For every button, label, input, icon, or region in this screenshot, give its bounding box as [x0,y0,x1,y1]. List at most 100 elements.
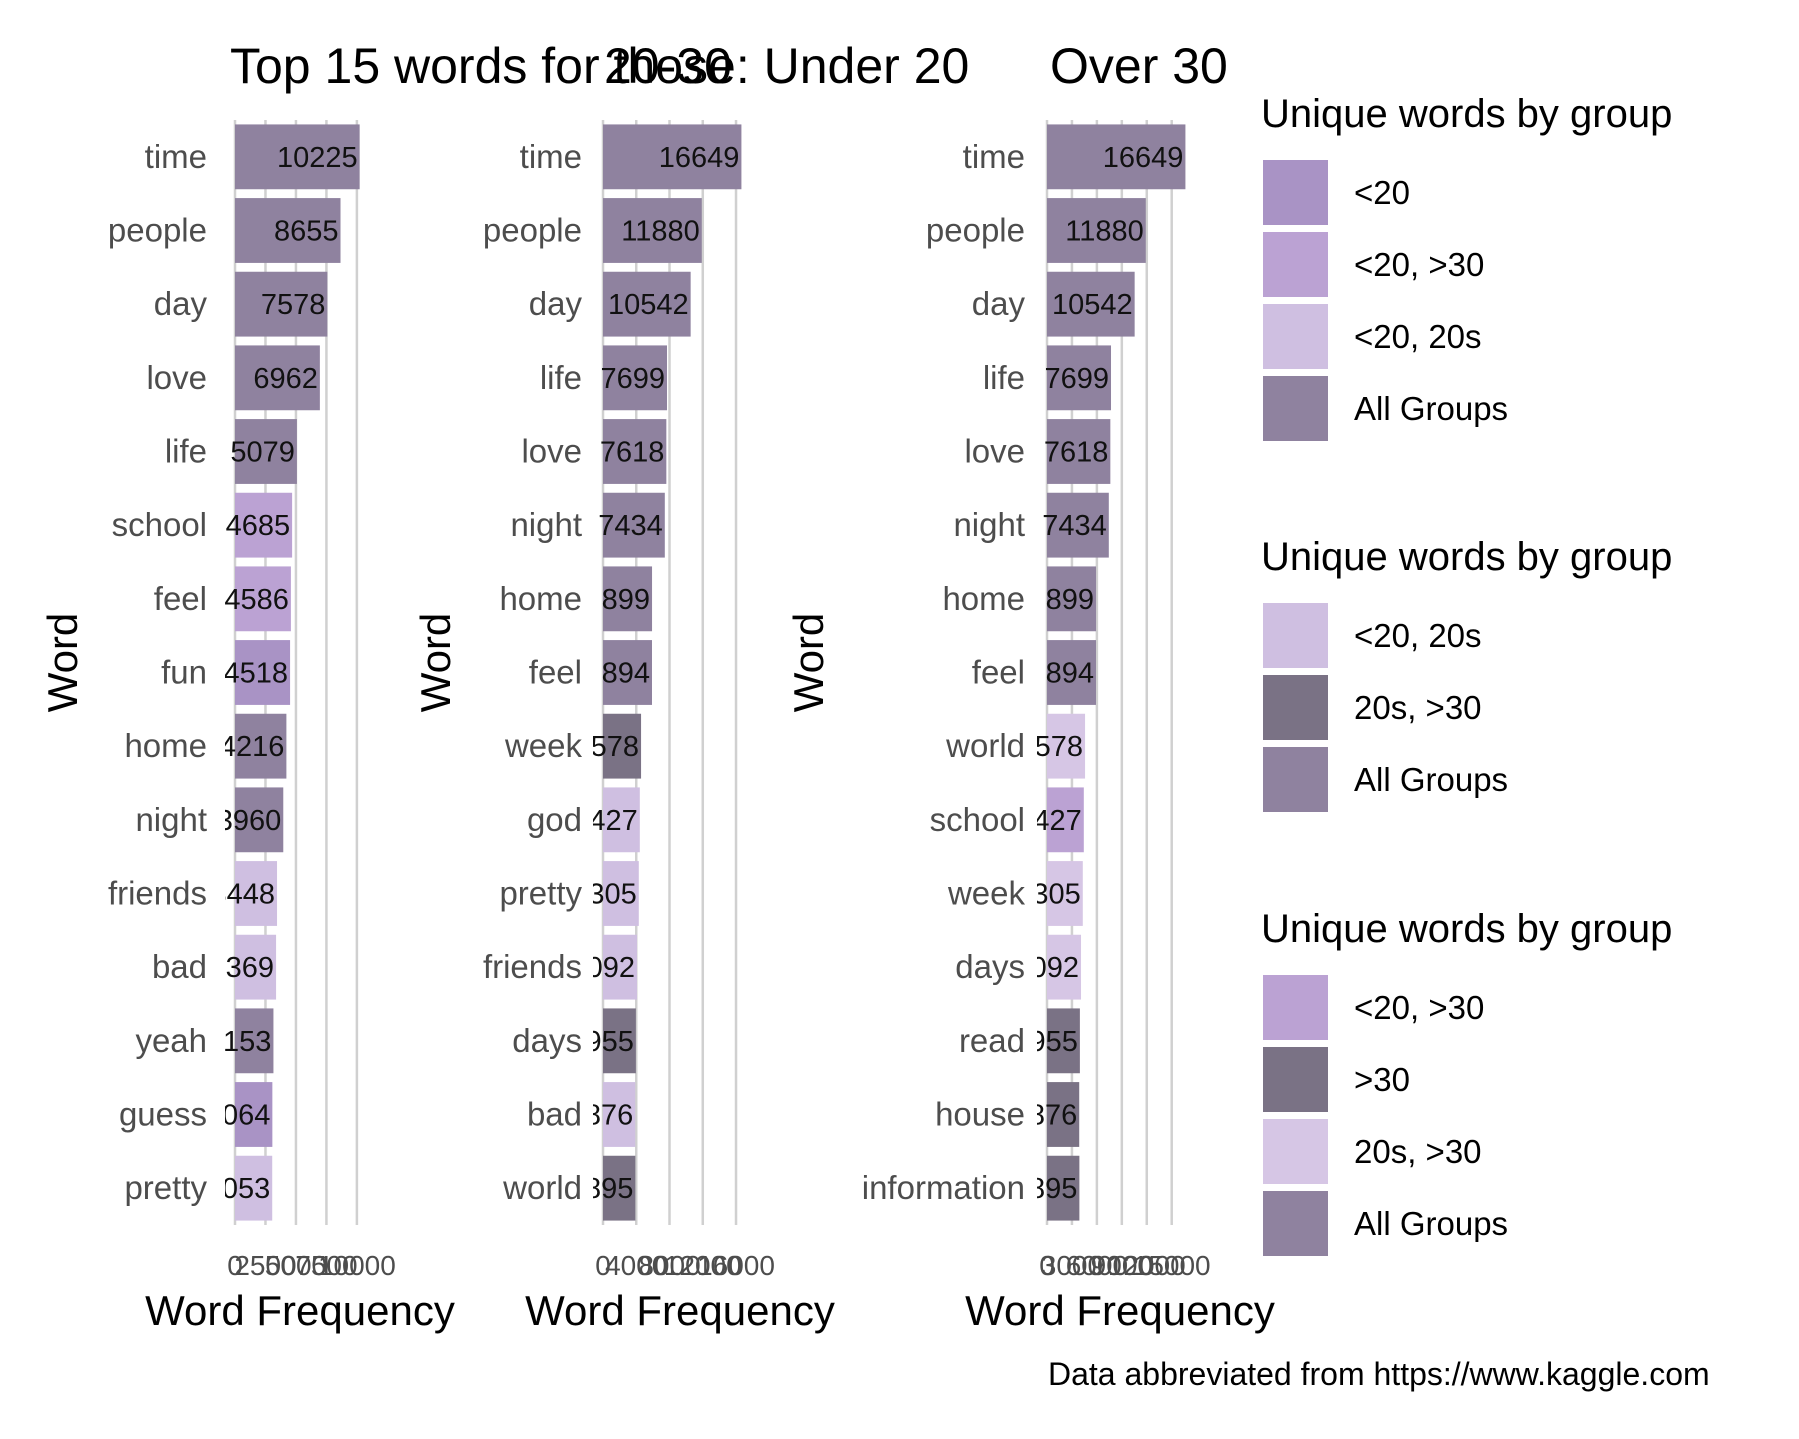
category-label: night [953,506,1025,543]
data-label: 16649 [1103,142,1184,174]
bar [235,1155,273,1221]
bar [235,124,360,190]
x-tick-label: 16000 [697,1250,775,1281]
data-label: 3053 [206,1173,271,1205]
category-label: life [983,359,1025,396]
bar [235,198,341,263]
data-label: 4216 [220,731,285,763]
bar [1047,787,1084,853]
bar [1047,934,1082,1000]
data-label: 427 [1033,805,1081,837]
category-label: time [520,138,582,175]
bar [603,271,691,337]
legend-label: <20, >30 [1354,989,1484,1026]
category-label: home [499,580,582,617]
legend-title: Unique words by group [1261,907,1672,951]
bar [603,861,639,926]
category-label: night [510,506,582,543]
x-axis-title: Word Frequency [965,1287,1275,1334]
bar [1047,1008,1080,1074]
bar [1047,419,1111,484]
data-label: 11880 [1065,216,1144,248]
category-label: friends [483,948,582,985]
bar [1047,1082,1080,1147]
bar [603,419,667,484]
y-axis-title: Word [39,613,86,713]
category-label: days [512,1022,582,1059]
x-tick-label: 9000 [1091,1250,1153,1281]
bar [235,492,293,558]
x-tick-label: 3000 [1041,1250,1103,1281]
data-label: 899 [1046,584,1094,616]
legend-swatch [1263,603,1328,668]
category-label: home [124,727,207,764]
bar [603,198,702,263]
category-label: world [945,727,1025,764]
bar [235,934,277,1000]
bar [603,492,665,558]
category-label: friends [108,875,207,912]
category-label: bad [152,948,207,985]
bar [1047,492,1109,558]
category-label: night [135,801,207,838]
bar [235,861,278,926]
category-label: love [964,433,1025,470]
data-label: 427 [589,805,637,837]
x-tick-label: 8000 [638,1250,700,1281]
data-label: 578 [591,731,639,763]
data-label: 3153 [207,1026,272,1058]
data-label: 895 [1029,1173,1077,1205]
data-label: 305 [588,879,636,911]
x-tick-label: 5000 [265,1250,327,1281]
x-tick-label: 7500 [295,1250,357,1281]
data-label: 578 [1035,731,1083,763]
legend-swatch [1263,160,1328,225]
category-label: pretty [124,1169,207,1206]
data-label: 10542 [1052,289,1133,321]
category-label: world [502,1169,582,1206]
category-label: information [862,1169,1025,1206]
chart-panel-1: 0250050007500100001022586557578696250794… [39,38,969,1334]
category-label: life [540,359,582,396]
legend-1: Unique words by group <20 <20, >30 <20, 20s… [1261,92,1672,441]
legend-swatch [1263,232,1328,297]
data-label: 7434 [1042,510,1107,542]
legend-title: Unique words by group [1261,92,1672,136]
bar [235,345,320,411]
x-tick-label: 15000 [1133,1250,1211,1281]
bar [603,345,668,411]
data-label: 3448 [211,879,276,911]
bar [235,1082,273,1147]
data-label: 6962 [253,363,318,395]
legend-label: <20, >30 [1354,246,1484,283]
data-label: 8655 [274,216,339,248]
category-label: house [935,1096,1025,1133]
data-label: 3960 [217,805,282,837]
data-label: 876 [585,1100,633,1132]
legend-swatch [1263,675,1328,740]
bar [235,640,291,705]
y-axis-title: Word [412,613,459,713]
category-label: time [145,138,207,175]
bar [603,124,742,190]
legend-swatch [1263,747,1328,812]
category-label: love [146,359,207,396]
category-label: day [154,285,208,322]
bar [1047,713,1086,779]
x-tick-label: 10000 [318,1250,396,1281]
data-label: 5079 [230,437,295,469]
legend-label: <20, 20s [1354,318,1482,355]
bar [235,566,291,632]
data-label: 7434 [598,510,663,542]
legend-label: 20s, >30 [1354,1133,1482,1170]
category-label: god [527,801,582,838]
legend-label: 20s, >30 [1354,689,1482,726]
data-label: 305 [1032,879,1080,911]
bar [603,787,640,853]
panel-title: Over 30 [1050,38,1228,94]
category-label: yeah [135,1022,207,1059]
x-tick-label: 2500 [234,1250,296,1281]
category-label: bad [527,1096,582,1133]
